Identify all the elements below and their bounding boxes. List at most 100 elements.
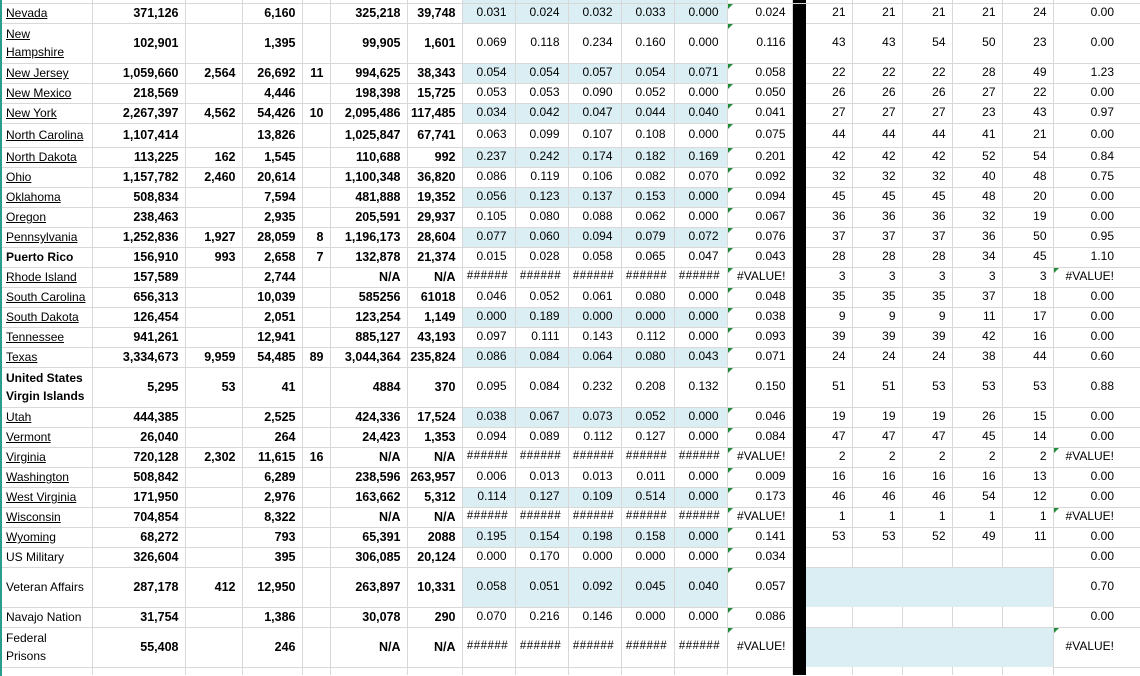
cell[interactable]: 0.031 [462, 3, 516, 24]
cell[interactable] [302, 3, 331, 24]
cell[interactable]: 0.099 [515, 123, 569, 148]
cell[interactable]: 24 [1002, 3, 1054, 24]
cell[interactable]: 39 [806, 327, 853, 348]
cell[interactable]: 0.034 [462, 103, 516, 124]
cell[interactable] [952, 0, 1003, 4]
cell[interactable]: ###### [621, 627, 675, 668]
cell[interactable]: 9 [852, 307, 903, 328]
cell[interactable] [185, 23, 243, 64]
cell[interactable] [407, 667, 463, 675]
cell[interactable]: 0.070 [674, 167, 728, 188]
cell[interactable]: 0.127 [515, 487, 569, 508]
cell[interactable]: 61018 [407, 287, 463, 308]
cell[interactable]: 0.242 [515, 147, 569, 168]
cell[interactable]: 22 [806, 63, 853, 84]
cell[interactable] [1053, 0, 1140, 4]
cell[interactable] [185, 187, 243, 208]
cell[interactable]: 0.086 [462, 167, 516, 188]
cell[interactable]: 326,604 [92, 547, 186, 568]
cell[interactable] [806, 0, 853, 4]
cell[interactable]: 0.00 [1053, 187, 1140, 208]
cell[interactable]: 0.097 [462, 327, 516, 348]
state-cell[interactable]: Oregon [0, 207, 93, 228]
cell[interactable]: 19 [1002, 207, 1054, 228]
cell[interactable] [185, 487, 243, 508]
cell[interactable]: 0.00 [1053, 207, 1140, 228]
cell[interactable]: 0.089 [515, 427, 569, 448]
cell[interactable]: 44 [902, 123, 953, 148]
cell[interactable] [302, 527, 331, 548]
cell[interactable]: 0.000 [674, 407, 728, 428]
cell[interactable] [727, 0, 793, 4]
cell[interactable]: N/A [330, 447, 408, 468]
cell[interactable]: 44 [806, 123, 853, 148]
state-link[interactable]: South Dakota [6, 310, 79, 324]
cell[interactable]: 941,261 [92, 327, 186, 348]
cell[interactable]: 0.00 [1053, 3, 1140, 24]
cell[interactable]: 32 [952, 207, 1003, 228]
cell[interactable]: 45 [902, 187, 953, 208]
cell[interactable] [952, 667, 1003, 675]
cell[interactable] [302, 307, 331, 328]
state-link[interactable]: Pennsylvania [6, 230, 78, 244]
cell[interactable]: ###### [568, 447, 622, 468]
cell[interactable]: 15,725 [407, 83, 463, 104]
cell[interactable]: 163,662 [330, 487, 408, 508]
cell[interactable]: 52 [952, 147, 1003, 168]
state-cell[interactable]: New York [0, 103, 93, 124]
cell[interactable]: 0.108 [621, 123, 675, 148]
cell[interactable]: 2,658 [242, 247, 303, 268]
cell[interactable]: 15 [1002, 407, 1054, 428]
cell[interactable]: 0.009 [727, 467, 793, 488]
cell[interactable]: 0.064 [568, 347, 622, 368]
cell[interactable]: ###### [515, 507, 569, 528]
cell[interactable]: 18 [1002, 287, 1054, 308]
column-separator[interactable] [792, 667, 806, 675]
cell[interactable] [302, 187, 331, 208]
cell[interactable] [515, 667, 569, 675]
state-cell[interactable]: Ohio [0, 167, 93, 188]
cell[interactable]: 885,127 [330, 327, 408, 348]
cell[interactable]: 0.112 [621, 327, 675, 348]
cell[interactable] [302, 167, 331, 188]
cell[interactable]: 508,834 [92, 187, 186, 208]
cell[interactable]: 13 [1002, 467, 1054, 488]
cell[interactable] [330, 0, 408, 4]
cell[interactable]: 50 [1002, 227, 1054, 248]
cell[interactable]: 0.000 [674, 307, 728, 328]
cell[interactable]: 29,937 [407, 207, 463, 228]
cell[interactable]: 0.000 [462, 307, 516, 328]
cell[interactable]: 8,322 [242, 507, 303, 528]
cell[interactable]: 1.10 [1053, 247, 1140, 268]
state-cell[interactable]: Oklahoma [0, 187, 93, 208]
cell[interactable]: 0.00 [1053, 427, 1140, 448]
cell[interactable]: 43,193 [407, 327, 463, 348]
cell[interactable]: 2,744 [242, 267, 303, 288]
cell[interactable]: 19,352 [407, 187, 463, 208]
cell[interactable]: 3 [902, 267, 953, 288]
cell[interactable]: 0.70 [1053, 567, 1140, 608]
cell[interactable]: 290 [407, 607, 463, 628]
cell[interactable]: 0.132 [674, 367, 728, 408]
cell[interactable]: 0.153 [621, 187, 675, 208]
cell[interactable]: 0.143 [568, 327, 622, 348]
cell[interactable]: 424,336 [330, 407, 408, 428]
cell[interactable]: 10,331 [407, 567, 463, 608]
cell[interactable] [1053, 667, 1140, 675]
cell[interactable]: 0.041 [727, 103, 793, 124]
cell[interactable]: ###### [674, 447, 728, 468]
cell[interactable]: 993 [185, 247, 243, 268]
cell[interactable]: 481,888 [330, 187, 408, 208]
state-link[interactable]: North Carolina [6, 128, 84, 142]
cell[interactable]: 53 [902, 367, 953, 408]
cell[interactable]: 0.043 [727, 247, 793, 268]
cell[interactable]: #VALUE! [1053, 627, 1140, 668]
cell[interactable]: 198,398 [330, 83, 408, 104]
cell[interactable]: 0.000 [674, 23, 728, 64]
cell[interactable]: 162 [185, 147, 243, 168]
cell[interactable]: 0.201 [727, 147, 793, 168]
cell[interactable]: #VALUE! [727, 447, 793, 468]
cell[interactable]: 9 [902, 307, 953, 328]
cell[interactable]: 54 [1002, 147, 1054, 168]
cell[interactable] [185, 0, 243, 4]
